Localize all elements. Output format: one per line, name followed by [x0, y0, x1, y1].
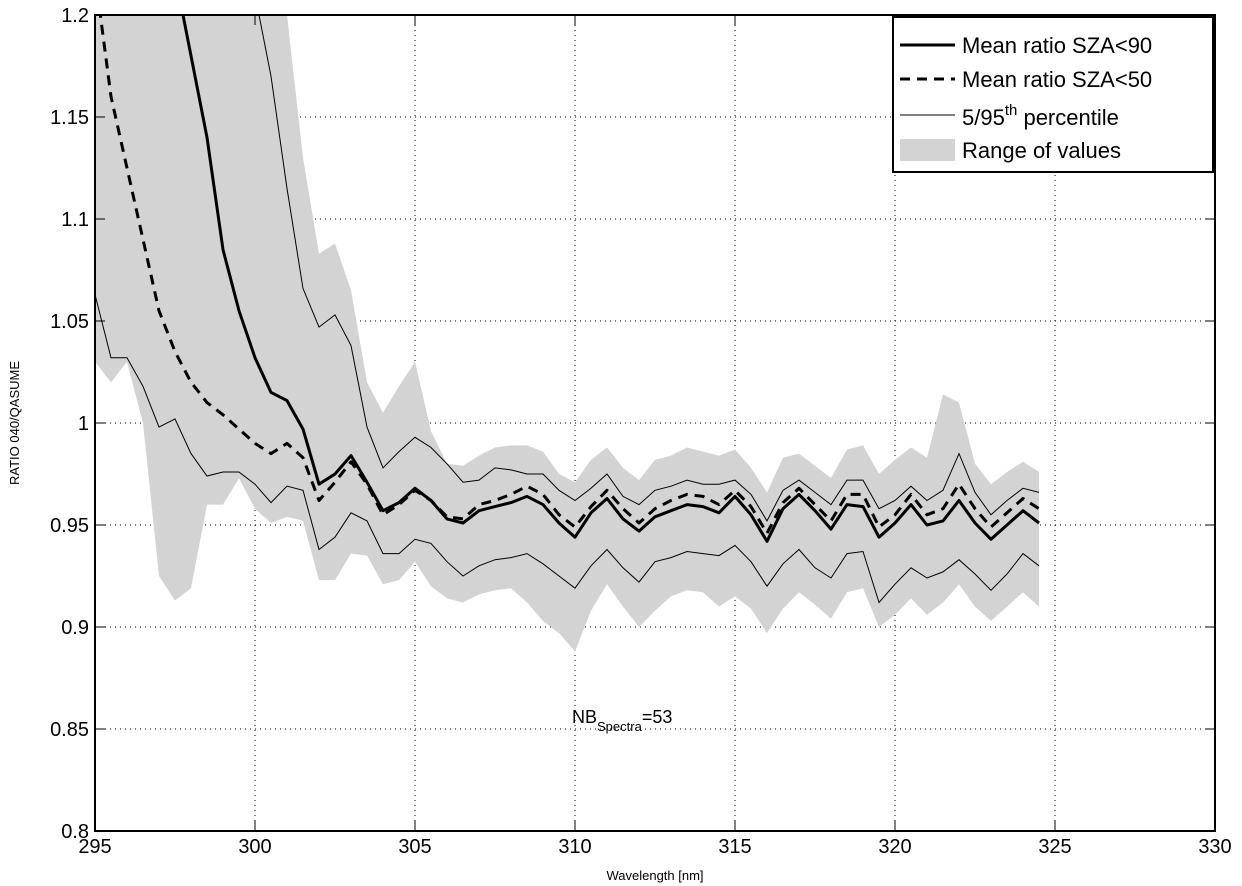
x-tick-label: 310 — [558, 836, 591, 858]
y-tick-label: 0.9 — [61, 617, 89, 639]
y-tick-label: 1.2 — [61, 5, 89, 27]
y-tick-label: 1 — [78, 413, 89, 435]
axes: 295 300 305 310 315 320 325 330 0.8 0.85 0.9 0.95 1 1… — [7, 5, 1232, 883]
annotation-part: NB — [572, 707, 597, 727]
y-axis-label: RATIO 040/QASUME — [7, 361, 22, 485]
y-tick-label: 1.05 — [50, 311, 89, 333]
x-tick-label: 305 — [398, 836, 431, 858]
series-line — [181, 15, 1040, 543]
x-tick-label: 325 — [1038, 836, 1071, 858]
x-tick-label: 315 — [718, 836, 751, 858]
percentile-line — [258, 15, 1040, 522]
legend-label: Range of values — [962, 138, 1121, 163]
y-tick-label: 1.1 — [61, 209, 89, 231]
legend-label: Mean ratio SZA<50 — [962, 67, 1152, 92]
legend-swatch — [900, 139, 955, 161]
legend-label: 5/95th percentile — [962, 102, 1119, 130]
legend-label-part: 5/95 — [962, 105, 1005, 130]
plot-content — [95, 15, 1215, 831]
annotation-part: Spectra — [597, 719, 643, 734]
legend-label-part: th — [1005, 102, 1018, 119]
x-axis-label: Wavelength [nm] — [606, 868, 703, 883]
series-line — [98, 15, 1040, 535]
range-area — [95, 15, 1039, 652]
y-tick-label: 0.95 — [50, 515, 89, 537]
y-tick-label: 1.15 — [50, 107, 89, 129]
annotation-part: =53 — [642, 707, 673, 727]
x-tick-label: 330 — [1198, 836, 1231, 858]
legend-label: Mean ratio SZA<90 — [962, 33, 1152, 58]
annotation: NBSpectra=53 — [572, 707, 672, 734]
legend-label-part: percentile — [1017, 105, 1119, 130]
percentile-line — [95, 294, 1040, 604]
y-tick-label: 0.8 — [61, 821, 89, 843]
x-tick-label: 300 — [238, 836, 271, 858]
x-tick-label: 320 — [878, 836, 911, 858]
x-tick-label: 295 — [78, 836, 111, 858]
legend: Mean ratio SZA<90 Mean ratio SZA<50 5/95th… — [892, 16, 1214, 173]
y-tick-label: 0.85 — [50, 719, 89, 741]
